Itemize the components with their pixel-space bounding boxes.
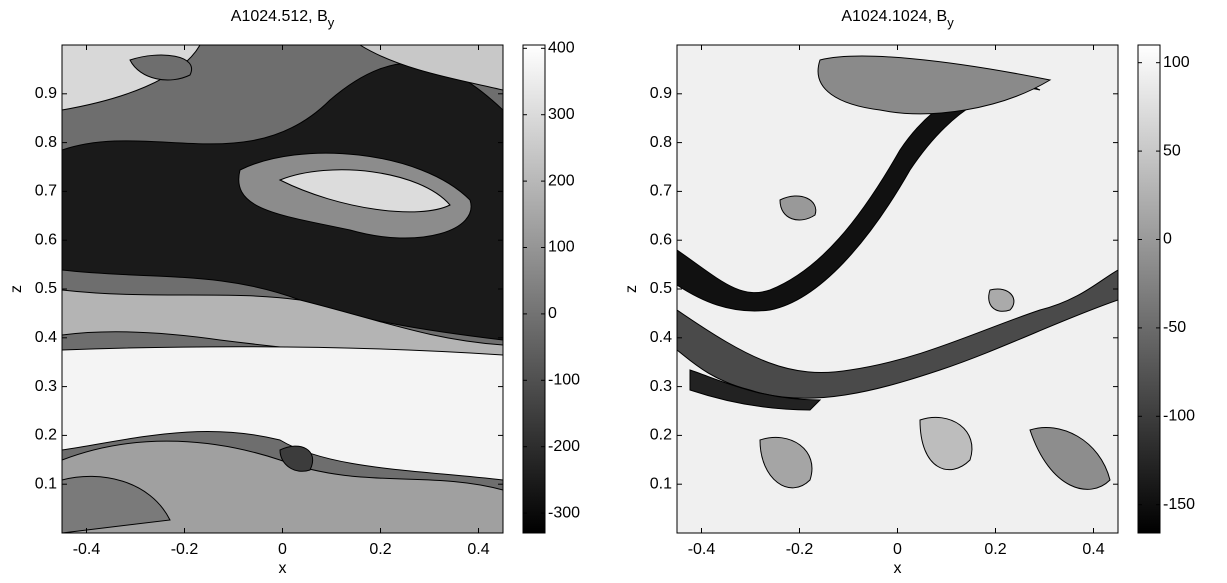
colorbar-tick-label: -200	[548, 438, 580, 455]
y-tick-label: 0.3	[35, 378, 57, 395]
y-tick-label: 0.2	[35, 427, 57, 444]
x-tick-label: -0.4	[688, 541, 716, 558]
colorbar-tick-label: -50	[1163, 319, 1186, 336]
x-tick-label: 0.2	[369, 541, 391, 558]
colorbar-tick-label: 100	[1163, 54, 1190, 71]
y-tick-label: 0.4	[35, 329, 57, 346]
y-tick-label: 0.7	[650, 183, 672, 200]
colorbar-tick-label: -100	[548, 372, 580, 389]
y-axis-label: z	[8, 285, 25, 293]
y-tick-label: 0.9	[35, 85, 57, 102]
y-tick-label: 0.7	[35, 183, 57, 200]
y-tick-label: 0.1	[650, 475, 672, 492]
colorbar-tick-label: 50	[1163, 142, 1181, 159]
x-tick-label: 0	[893, 541, 902, 558]
colorbar-tick-label: -300	[548, 504, 580, 521]
x-tick-label: -0.2	[171, 541, 199, 558]
y-tick-label: 0.8	[650, 134, 672, 151]
x-axis-label: x	[279, 560, 287, 577]
colorbar-tick-label: 200	[548, 172, 575, 189]
x-axis-label: x	[894, 560, 902, 577]
colorbar-tick-label: 0	[548, 305, 557, 322]
title-text: A1024.512, B	[231, 8, 328, 25]
title-subscript: y	[328, 15, 335, 30]
colorbar	[522, 44, 546, 534]
colorbar	[1137, 44, 1161, 534]
x-tick-label: 0.4	[1082, 541, 1104, 558]
x-tick-label: -0.2	[786, 541, 814, 558]
y-axis-label: z	[623, 285, 640, 293]
x-tick-label: 0	[278, 541, 287, 558]
colorbar-tick-label: -150	[1163, 496, 1195, 513]
y-tick-label: 0.5	[650, 280, 672, 297]
y-tick-label: 0.1	[35, 475, 57, 492]
x-tick-label: -0.4	[73, 541, 101, 558]
chart-title: A1024.1024, By	[841, 8, 954, 30]
y-tick-label: 0.4	[650, 329, 672, 346]
chart-title: A1024.512, By	[231, 8, 335, 30]
colorbar-tick-label: 400	[548, 40, 575, 57]
x-tick-label: 0.2	[984, 541, 1006, 558]
y-tick-label: 0.3	[650, 378, 672, 395]
colorbar-tick-label: 300	[548, 106, 575, 123]
title-text: A1024.1024, B	[841, 8, 947, 25]
y-tick-label: 0.9	[650, 85, 672, 102]
y-tick-label: 0.6	[35, 231, 57, 248]
y-tick-label: 0.8	[35, 134, 57, 151]
y-tick-label: 0.2	[650, 427, 672, 444]
y-tick-label: 0.6	[650, 231, 672, 248]
colorbar-tick-label: 100	[548, 239, 575, 256]
contour-field	[62, 45, 503, 533]
contour-field	[677, 45, 1118, 533]
y-tick-label: 0.5	[35, 280, 57, 297]
colorbar-tick-label: 0	[1163, 231, 1172, 248]
colorbar-tick-label: -100	[1163, 408, 1195, 425]
x-tick-label: 0.4	[467, 541, 489, 558]
title-subscript: y	[947, 15, 954, 30]
